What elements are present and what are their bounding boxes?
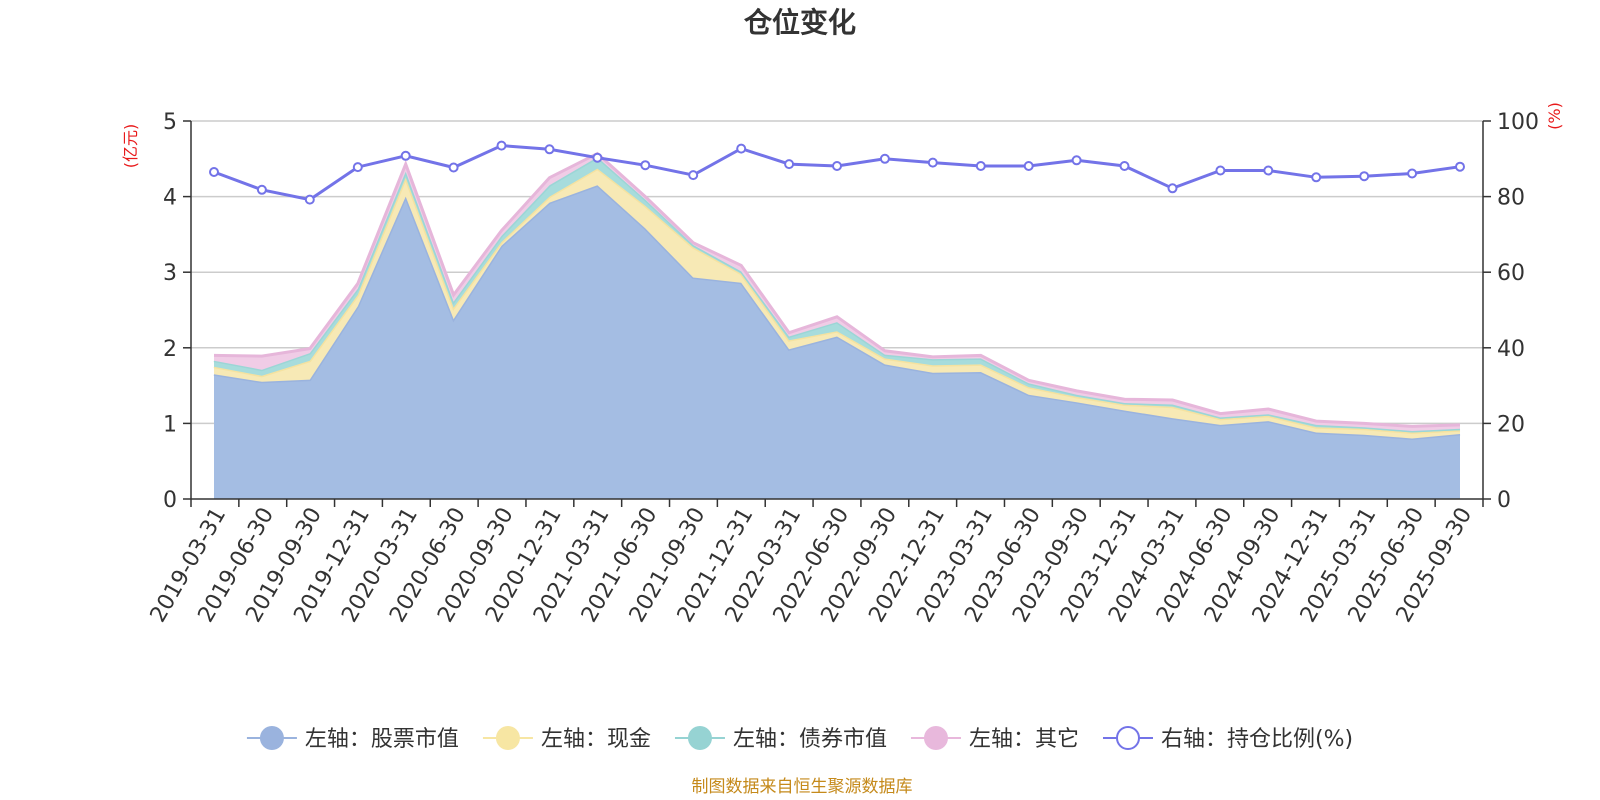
area-series-edge <box>213 151 1461 428</box>
legend-marker-icon <box>687 726 712 750</box>
ratio-point <box>1215 165 1226 176</box>
area-series <box>214 168 1460 439</box>
ratio-point <box>1407 168 1418 179</box>
ratio-point <box>736 143 747 154</box>
ratio-point <box>304 194 315 205</box>
legend-label: 左轴：现金 <box>541 727 651 752</box>
ratio-point <box>927 157 938 168</box>
right-tick-label: 20 <box>1497 412 1525 437</box>
left-tick-label: 5 <box>163 110 177 135</box>
left-tick-label: 0 <box>163 488 177 513</box>
ratio-point <box>1023 161 1034 171</box>
right-tick-label: 100 <box>1497 110 1539 135</box>
right-tick-label: 80 <box>1497 186 1525 211</box>
legend: 左轴：股票市值 左轴：现金 左轴：债券市值 左轴：其它 右轴：持仓比例(%) <box>246 726 1353 752</box>
ratio-point <box>592 152 603 163</box>
left-tick-label: 4 <box>163 186 177 211</box>
left-tick-label: 2 <box>163 337 177 362</box>
left-tick-label: 1 <box>163 412 177 437</box>
area-series <box>214 185 1460 500</box>
right-tick-label: 40 <box>1497 337 1525 362</box>
left-tick-label: 3 <box>163 261 177 286</box>
ratio-point <box>688 170 699 181</box>
ratio-point <box>832 161 842 171</box>
ratio-point <box>975 161 986 171</box>
ratio-line <box>209 140 1465 205</box>
right-axis-unit: (%) <box>1545 102 1564 130</box>
ratio-point <box>1167 183 1178 194</box>
ratio-point <box>784 159 795 170</box>
ratio-point <box>1263 165 1274 176</box>
source-footer: 制图数据来自恒生聚源数据库 <box>692 777 913 797</box>
ratio-point <box>448 162 459 173</box>
legend-label: 左轴：股票市值 <box>305 727 459 752</box>
ratio-point <box>1455 161 1465 172</box>
chart-title: 仓位变化 <box>744 6 856 39</box>
legend-label: 右轴：持仓比例(%) <box>1161 727 1353 752</box>
stacked-areas <box>213 151 1461 500</box>
legend-marker-icon <box>495 726 520 750</box>
legend-marker-icon <box>259 726 284 750</box>
ratio-point <box>544 144 555 155</box>
right-tick-label: 60 <box>1497 261 1525 286</box>
ratio-point <box>640 160 651 171</box>
legend-label: 左轴：其它 <box>969 727 1079 752</box>
ratio-point <box>352 162 363 173</box>
ratio-point <box>1071 155 1082 166</box>
ratio-point <box>209 167 219 177</box>
ratio-point <box>879 153 890 164</box>
left-axis-unit: (亿元) <box>121 124 140 169</box>
ratio-point <box>1311 172 1322 183</box>
ratio-point <box>1359 171 1370 182</box>
ratio-point <box>256 184 267 195</box>
legend-marker-icon <box>923 726 948 750</box>
legend-marker-icon <box>1115 726 1140 750</box>
right-tick-label: 0 <box>1497 488 1511 513</box>
legend-label: 左轴：债券市值 <box>733 727 887 752</box>
ratio-point <box>496 140 507 151</box>
ratio-point <box>1119 161 1130 171</box>
ratio-point <box>400 150 411 161</box>
